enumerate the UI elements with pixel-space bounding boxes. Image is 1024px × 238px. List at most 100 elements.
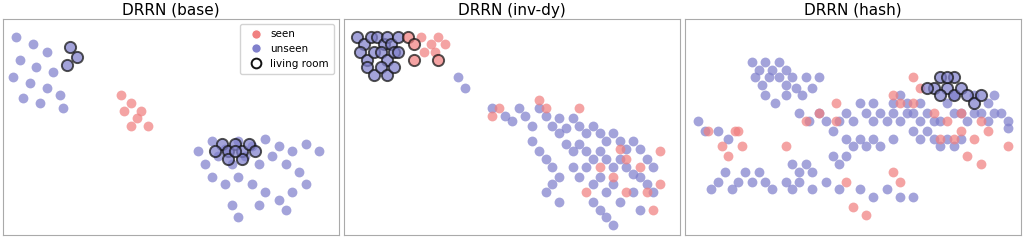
- Point: [791, 111, 807, 115]
- Point: [29, 65, 45, 69]
- Point: [973, 93, 989, 97]
- Point: [885, 93, 901, 97]
- Point: [373, 65, 389, 69]
- Point: [699, 129, 716, 133]
- Point: [919, 129, 935, 133]
- Point: [423, 43, 439, 46]
- Point: [52, 93, 69, 97]
- Point: [639, 183, 655, 186]
- Point: [784, 162, 801, 166]
- Point: [349, 35, 366, 39]
- Point: [751, 170, 767, 174]
- Point: [251, 162, 267, 166]
- Point: [771, 75, 787, 79]
- Point: [804, 170, 820, 174]
- Point: [979, 119, 995, 123]
- Point: [58, 63, 75, 67]
- Point: [551, 132, 567, 135]
- Point: [912, 119, 929, 123]
- Point: [611, 200, 628, 204]
- Point: [885, 111, 901, 115]
- Point: [139, 124, 156, 128]
- Point: [751, 68, 767, 72]
- Point: [571, 124, 588, 128]
- Point: [946, 111, 963, 115]
- Point: [784, 75, 801, 79]
- Point: [824, 129, 841, 133]
- Point: [946, 75, 963, 79]
- Point: [399, 35, 416, 39]
- Point: [932, 137, 948, 140]
- Point: [291, 170, 307, 174]
- Point: [851, 101, 867, 105]
- Point: [264, 154, 281, 158]
- Point: [939, 119, 955, 123]
- Point: [804, 86, 820, 89]
- Point: [8, 35, 25, 39]
- Point: [898, 101, 914, 105]
- Point: [564, 165, 581, 169]
- Point: [598, 139, 614, 143]
- Point: [986, 111, 1002, 115]
- Point: [530, 99, 547, 102]
- Point: [858, 111, 874, 115]
- Point: [605, 132, 622, 135]
- Point: [538, 106, 554, 110]
- Point: [885, 170, 901, 174]
- Point: [885, 137, 901, 140]
- Point: [389, 35, 406, 39]
- Point: [885, 101, 901, 105]
- Point: [564, 149, 581, 153]
- Point: [618, 190, 635, 194]
- Point: [777, 144, 794, 148]
- Point: [605, 175, 622, 178]
- Point: [798, 119, 814, 123]
- Point: [932, 93, 948, 97]
- Point: [591, 132, 607, 135]
- Point: [227, 149, 244, 153]
- Point: [373, 50, 389, 54]
- Point: [946, 93, 963, 97]
- Point: [598, 190, 614, 194]
- Point: [926, 86, 942, 89]
- Point: [247, 149, 263, 153]
- Point: [932, 75, 948, 79]
- Point: [204, 139, 220, 143]
- Point: [366, 50, 382, 54]
- Point: [5, 75, 22, 79]
- Point: [757, 180, 773, 184]
- Point: [571, 175, 588, 178]
- Point: [376, 43, 392, 46]
- Point: [611, 139, 628, 143]
- Point: [32, 101, 48, 105]
- Point: [450, 75, 466, 79]
- Point: [754, 83, 770, 87]
- Point: [558, 142, 574, 145]
- Point: [879, 119, 895, 123]
- Point: [38, 86, 54, 89]
- Point: [946, 137, 963, 140]
- Point: [355, 43, 372, 46]
- Point: [213, 142, 229, 145]
- Point: [25, 43, 41, 46]
- Point: [220, 149, 237, 153]
- Point: [311, 149, 328, 153]
- Point: [591, 175, 607, 178]
- Point: [632, 147, 648, 151]
- Point: [223, 203, 240, 207]
- Point: [544, 124, 560, 128]
- Point: [123, 124, 139, 128]
- Point: [939, 137, 955, 140]
- Point: [133, 109, 150, 112]
- Point: [591, 149, 607, 153]
- Point: [207, 149, 223, 153]
- Point: [946, 93, 963, 97]
- Point: [767, 101, 783, 105]
- Point: [761, 75, 777, 79]
- Point: [362, 35, 379, 39]
- Point: [611, 157, 628, 161]
- Point: [710, 180, 726, 184]
- Point: [585, 124, 601, 128]
- Point: [851, 137, 867, 140]
- Point: [771, 60, 787, 64]
